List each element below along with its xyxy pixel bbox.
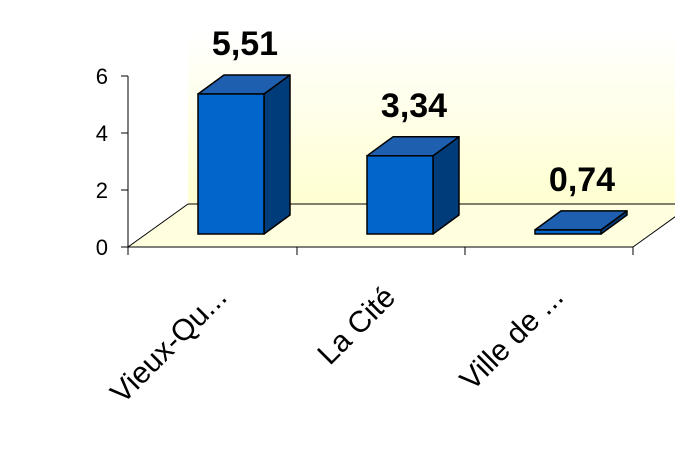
bar <box>197 74 291 235</box>
floor-right-edge <box>632 216 675 248</box>
bar-front <box>366 155 434 235</box>
x-category-label: Vieux-Qu... <box>104 281 233 410</box>
bar-front <box>534 229 602 235</box>
bar <box>366 136 460 235</box>
x-category-label: La Cité <box>311 281 402 372</box>
data-label: 0,74 <box>549 161 615 199</box>
data-label: 3,34 <box>381 87 447 125</box>
bar-side <box>263 74 291 235</box>
bar <box>534 210 628 235</box>
y-tick-label: 0 <box>96 235 108 260</box>
bars-layer <box>197 74 628 235</box>
y-tick-label: 2 <box>96 178 108 203</box>
data-label: 5,51 <box>212 25 278 63</box>
y-tick-label: 6 <box>96 64 108 89</box>
y-tick-label: 4 <box>96 121 108 146</box>
bar-front <box>197 93 265 235</box>
x-category-label: Ville de ... <box>454 281 570 397</box>
plot-back-wall <box>188 33 675 204</box>
floor-left-edge <box>127 203 189 248</box>
